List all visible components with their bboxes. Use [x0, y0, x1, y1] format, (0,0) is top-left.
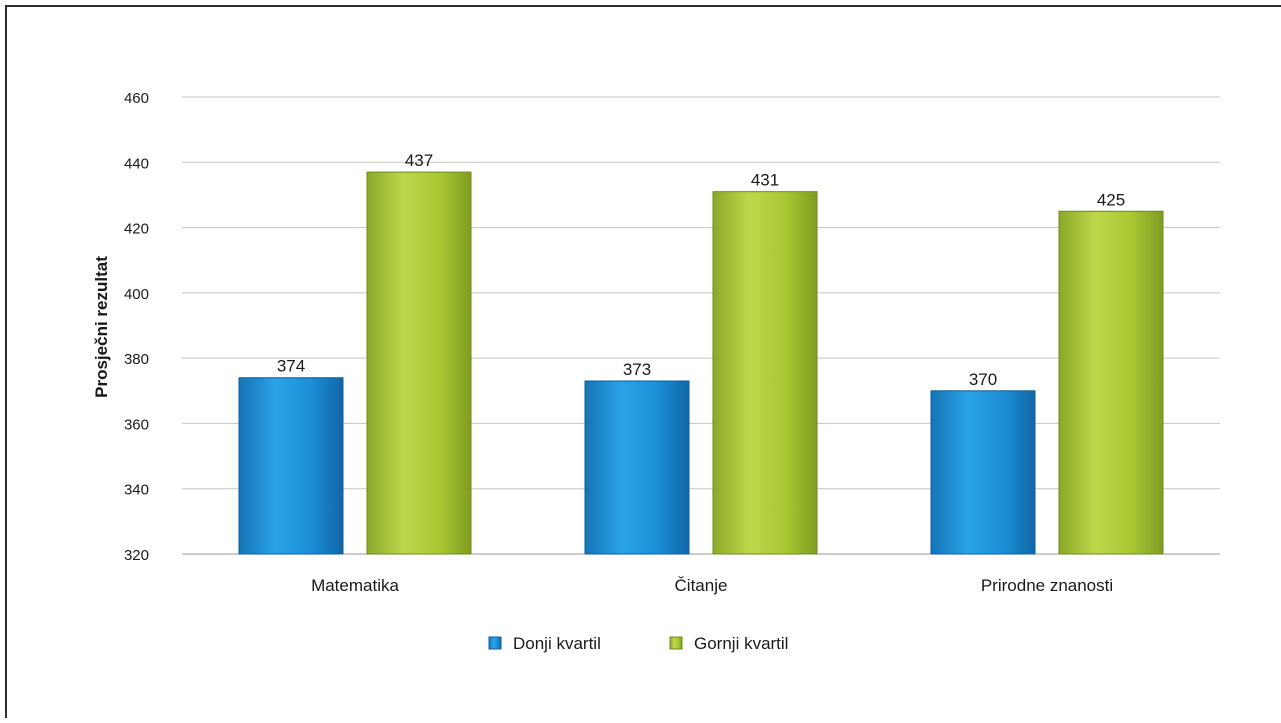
data-label: 425 [1097, 190, 1125, 209]
y-tick-label: 380 [124, 351, 149, 368]
y-tick-label: 400 [124, 286, 149, 303]
y-axis-label: Prosječni rezultat [92, 256, 111, 398]
data-label: 373 [623, 360, 651, 379]
y-tick-label: 320 [124, 547, 149, 564]
grid-lines [182, 96, 1220, 555]
y-tick-label: 440 [124, 155, 149, 172]
bar-gornji-2 [1058, 210, 1164, 555]
x-tick-label: Matematika [311, 576, 399, 595]
data-label: 370 [969, 370, 997, 389]
legend-swatch [488, 636, 502, 650]
bar-donji-2 [930, 390, 1036, 555]
bar-gornji-1 [712, 191, 818, 555]
data-label: 374 [277, 357, 305, 376]
bars [238, 171, 1164, 555]
legend-label: Donji kvartil [513, 634, 601, 653]
y-tick-label: 460 [124, 90, 149, 107]
data-labels: 374 437 373 431 370 425 [277, 151, 1125, 389]
y-tick-label: 420 [124, 221, 149, 238]
bar-donji-1 [584, 380, 690, 555]
bar-donji-0 [238, 377, 344, 555]
chart-frame: 320 340 360 380 400 420 440 460 Prosječni rezul… [5, 5, 1281, 718]
data-label: 431 [751, 171, 779, 190]
y-tick-label: 360 [124, 416, 149, 433]
legend-label: Gornji kvartil [694, 634, 788, 653]
legend: Donji kvartil Gornji kvartil [488, 634, 788, 653]
y-axis-ticks: 320 340 360 380 400 420 440 460 [124, 90, 149, 564]
x-axis-ticks: Matematika Čitanje Prirodne znanosti [311, 576, 1113, 595]
bar-chart: 320 340 360 380 400 420 440 460 Prosječni rezul… [92, 90, 1220, 653]
y-tick-label: 340 [124, 482, 149, 499]
bar-gornji-0 [366, 171, 472, 555]
legend-swatch [669, 636, 683, 650]
x-tick-label: Prirodne znanosti [981, 576, 1113, 595]
x-tick-label: Čitanje [675, 576, 728, 595]
data-label: 437 [405, 151, 433, 170]
